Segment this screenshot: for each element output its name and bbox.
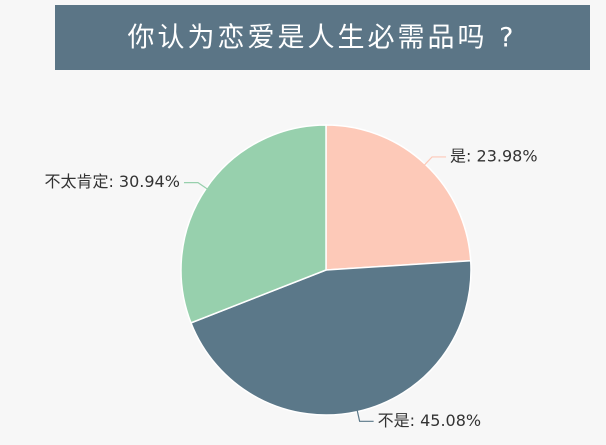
- chart-title: 你认为恋爱是人生必需品吗 ?: [128, 23, 517, 54]
- pie-slice: [325, 124, 472, 271]
- slice-label: 不是: 45.08%: [378, 411, 482, 430]
- leader-line: [356, 409, 374, 422]
- slice-label: 是: 23.98%: [450, 146, 538, 165]
- slice-label: 不太肯定: 30.94%: [44, 172, 180, 191]
- leader-line: [183, 182, 209, 190]
- leader-line: [423, 156, 447, 167]
- title-box: [55, 5, 590, 70]
